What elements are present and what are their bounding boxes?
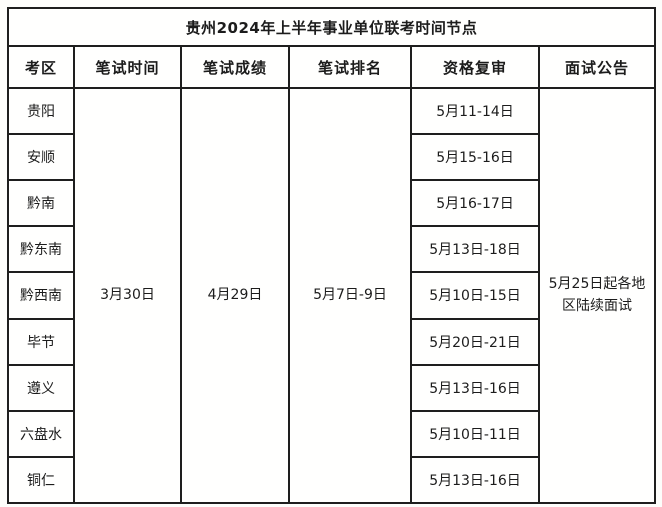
col-header-interview-notice: 面试公告 [538, 45, 656, 89]
col-header-written-exam-score: 笔试成绩 [180, 45, 290, 89]
table-row: 铜仁 5月13日-16日 [7, 455, 655, 505]
table-header-row: 考区 笔试时间 笔试成绩 笔试排名 资格复审 面试公告 [7, 45, 656, 89]
qualification-review-cell: 5月16-17日 [410, 179, 540, 228]
table-row: 黔南 5月16-17日 [7, 179, 655, 228]
table-row: 黔东南 5月13日-18日 [7, 225, 655, 274]
qualification-review-cell: 5月13日-16日 [410, 363, 540, 412]
table-row: 贵阳 3月30日 4月29日 5月7日-9日 5月11-14日 5月25日起各地… [7, 86, 656, 504]
qualification-review-cell: 5月11-14日 [410, 86, 540, 136]
region-cell: 安顺 [7, 133, 75, 182]
region-cell: 黔南 [7, 179, 75, 228]
region-cell: 毕节 [7, 317, 75, 366]
table-row: 六盘水 5月10日-11日 [7, 409, 655, 458]
region-cell: 遵义 [7, 363, 75, 412]
qualification-review-cell: 5月15-16日 [410, 133, 540, 182]
qualification-review-cell: 5月13日-18日 [410, 225, 540, 274]
region-cell: 黔西南 [7, 271, 75, 320]
col-header-region: 考区 [7, 45, 75, 89]
table-row: 遵义 5月13日-16日 [7, 363, 655, 412]
written-exam-time-cell: 3月30日 [73, 87, 182, 504]
region-cell: 六盘水 [7, 409, 75, 458]
written-exam-score-cell: 4月29日 [180, 87, 290, 504]
interview-notice-cell: 5月25日起各地区陆续面试 [538, 87, 656, 504]
region-cell: 贵阳 [7, 86, 75, 136]
exam-schedule-table: 贵州2024年上半年事业单位联考时间节点 考区 笔试时间 笔试成绩 笔试排名 资… [7, 7, 656, 505]
qualification-review-cell: 5月10日-11日 [410, 409, 540, 458]
region-cell: 黔东南 [7, 225, 75, 274]
col-header-written-exam-time: 笔试时间 [73, 45, 182, 89]
table-row: 黔西南 5月10日-15日 [7, 271, 655, 320]
region-cell: 铜仁 [7, 455, 75, 505]
table-title: 贵州2024年上半年事业单位联考时间节点 [7, 7, 656, 47]
table-title-row: 贵州2024年上半年事业单位联考时间节点 [7, 7, 656, 47]
col-header-qualification-review: 资格复审 [410, 45, 540, 89]
qualification-review-cell: 5月13日-16日 [410, 455, 540, 505]
qualification-review-cell: 5月10日-15日 [410, 271, 540, 320]
qualification-review-cell: 5月20日-21日 [410, 317, 540, 366]
table-row: 毕节 5月20日-21日 [7, 317, 655, 366]
table-row: 安顺 5月15-16日 [7, 133, 655, 182]
written-exam-rank-cell: 5月7日-9日 [288, 87, 412, 504]
col-header-written-exam-rank: 笔试排名 [288, 45, 412, 89]
